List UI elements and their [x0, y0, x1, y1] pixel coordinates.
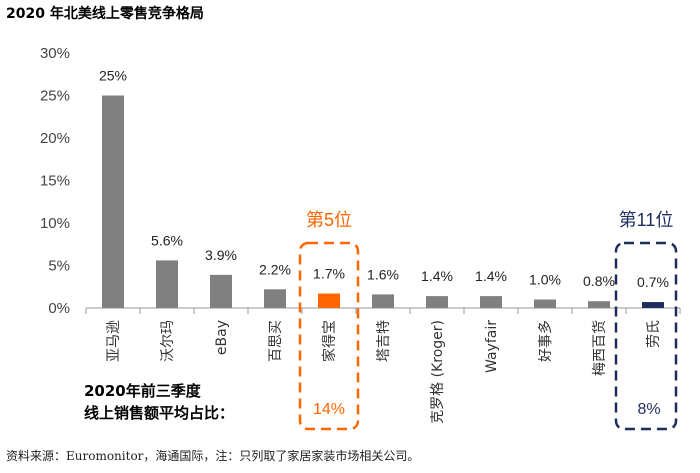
data-label: 1.6%	[367, 266, 399, 282]
data-label: 1.4%	[421, 268, 453, 284]
bar	[588, 301, 610, 308]
bar	[210, 274, 232, 308]
bar	[156, 260, 178, 308]
y-tick-label: 5%	[48, 258, 70, 275]
data-label: 0.8%	[583, 273, 615, 289]
avg-online-share-label: 2020年前三季度 线上销售额平均占比：	[84, 380, 234, 424]
lowes-rank-label: 第11位	[619, 210, 674, 230]
avg-online-share-label-line2: 线上销售额平均占比：	[84, 404, 235, 422]
bar	[642, 302, 664, 308]
bar	[318, 293, 340, 308]
avg-online-share-label-line1: 2020年前三季度	[84, 382, 201, 400]
y-tick-label: 0%	[48, 300, 70, 317]
x-tick-label: 沃尔玛	[160, 320, 176, 362]
data-labels: 25% 5.6% 3.9% 2.2% 1.7% 1.6% 1.4% 1.4% 1.0% 0.8% 0…	[99, 68, 669, 291]
x-axis-labels: 亚马逊 沃尔玛 eBay 百思买 家得宝 塔吉特 克罗格 (Kroger) Wayfair 好事…	[106, 320, 662, 424]
data-label: 0.7%	[637, 274, 669, 290]
x-tick-label: 亚马逊	[106, 320, 122, 362]
y-axis-ticks: 0% 5% 10% 15% 20% 25% 30%	[40, 45, 70, 317]
data-label: 1.7%	[313, 266, 345, 282]
bar	[372, 294, 394, 308]
data-label: 5.6%	[151, 232, 183, 248]
x-axis-tick-marks	[85, 308, 681, 314]
x-tick-label: 百思买	[268, 320, 284, 362]
y-tick-label: 30%	[40, 45, 70, 62]
x-tick-label: Wayfair	[484, 320, 500, 373]
x-tick-label: 克罗格 (Kroger)	[430, 320, 446, 424]
data-label: 25%	[99, 68, 127, 84]
bar	[264, 289, 286, 308]
chart-title: 2020 年北美线上零售竞争格局	[6, 6, 204, 22]
lowes-share-value: 8%	[637, 401, 660, 418]
x-tick-label: eBay	[214, 320, 230, 355]
y-tick-label: 15%	[40, 173, 70, 190]
y-tick-label: 25%	[40, 88, 70, 105]
data-label: 3.9%	[205, 247, 237, 263]
home-depot-share-value: 14%	[313, 401, 345, 418]
home-depot-highlight-box	[298, 241, 360, 431]
x-tick-label: 家得宝	[321, 320, 338, 362]
lowes-highlight-box	[614, 241, 678, 431]
x-tick-label: 塔吉特	[376, 320, 392, 362]
x-tick-label: 好事多	[537, 320, 554, 362]
bar	[534, 299, 556, 308]
bar	[102, 95, 124, 308]
x-tick-label: 梅西百货	[591, 320, 608, 376]
y-tick-label: 10%	[40, 215, 70, 232]
data-label: 1.0%	[529, 272, 561, 288]
source-footnote: 资料来源：Euromonitor，海通国际，注：只列取了家居家装市场相关公司。	[6, 449, 420, 463]
bar	[426, 296, 448, 308]
x-tick-label: 劳氏	[646, 320, 662, 348]
bar	[480, 296, 502, 308]
y-tick-label: 20%	[40, 130, 70, 147]
bars	[102, 95, 664, 308]
home-depot-rank-label: 第5位	[306, 210, 352, 230]
data-label: 1.4%	[475, 268, 507, 284]
data-label: 2.2%	[259, 261, 291, 277]
